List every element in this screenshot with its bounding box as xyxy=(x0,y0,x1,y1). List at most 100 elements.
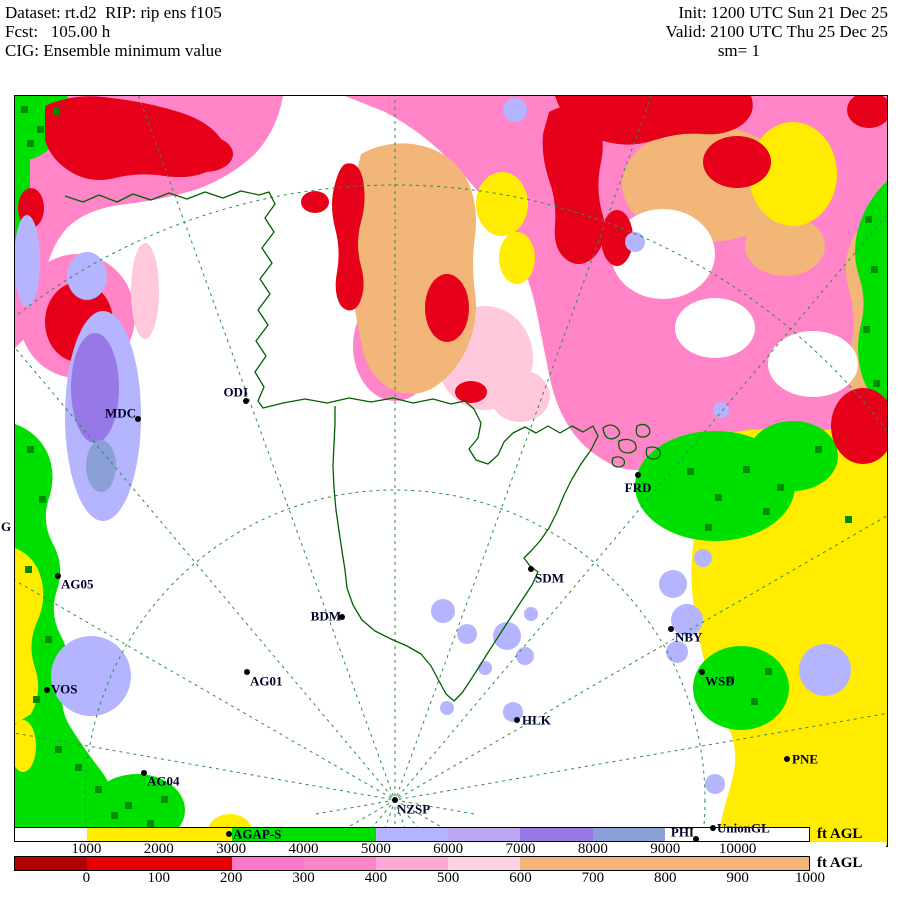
fill-palepink-central2 xyxy=(490,370,550,422)
colorbar-segment xyxy=(520,857,593,870)
station-dot xyxy=(528,566,534,572)
station-label: PNE xyxy=(792,751,818,767)
station-label: NBY xyxy=(675,629,703,645)
fill-yellow-center2 xyxy=(499,232,535,284)
colorbar-segment xyxy=(664,857,737,870)
colorbar-tick-label: 700 xyxy=(581,870,605,886)
station-dot xyxy=(784,756,790,762)
colorbar-segment xyxy=(159,828,232,841)
fill-white-gap1 xyxy=(611,209,715,299)
colorbar-tick-label: 7000 xyxy=(505,841,536,857)
fill-green-frd2 xyxy=(748,421,838,491)
colorbar-tick-label: 800 xyxy=(654,870,677,886)
coastline xyxy=(64,190,662,702)
station-layer: MDC ODI FRD AG05 SDM BDM NBY AG01 VOS WSD HLK PNE AG… xyxy=(15,96,887,846)
colorbar-segment xyxy=(664,828,737,841)
fill-red-spot1 xyxy=(301,191,329,213)
coast-mainland xyxy=(64,190,599,702)
colorbar-segment xyxy=(15,857,88,870)
colorbar-tick-label: 600 xyxy=(509,870,532,886)
fill-yellow-topright xyxy=(749,122,837,226)
fill-yellow-center1 xyxy=(476,172,528,236)
colorbar-tick-label: 1000 xyxy=(795,870,825,886)
colorbar-upper-labels: 1000 2000 3000 4000 5000 6000 7000 8000 9000 1000… xyxy=(14,841,886,857)
map-canvas xyxy=(15,96,887,846)
station-label: AG01 xyxy=(250,673,283,689)
colorbar-segment xyxy=(592,857,665,870)
colorbar-segment xyxy=(15,828,88,841)
colorbar-segment xyxy=(736,828,810,841)
fill-white-gap2 xyxy=(675,298,755,358)
fill-red-topleft2 xyxy=(177,136,233,172)
valid-time-line: Valid: 2100 UTC Thu 25 Dec 25 xyxy=(665,22,888,41)
colorbar-lower-labels: 0 100 200 300 400 500 600 700 800 900 1000 xyxy=(14,870,886,886)
coast-island-4 xyxy=(645,446,662,460)
colorbar-tick-label: 6000 xyxy=(433,841,464,857)
fill-red-column xyxy=(332,163,365,311)
station-label: AG04 xyxy=(147,773,180,789)
station-dot xyxy=(44,687,50,693)
fill-green-rightstrip xyxy=(855,181,887,406)
station-dot xyxy=(514,717,520,723)
smoothing-line: sm= 1 xyxy=(717,41,760,60)
station-dot xyxy=(141,770,147,776)
fill-purple-left xyxy=(71,333,119,443)
colorbar-segment xyxy=(303,828,376,841)
station-dot xyxy=(710,825,716,831)
colorbar-segment xyxy=(303,857,376,870)
colorbar-tick-label: 8000 xyxy=(577,841,608,857)
fill-green-rightmid xyxy=(693,646,789,730)
colorbar-segment xyxy=(87,857,160,870)
fill-red-corner xyxy=(847,96,887,128)
coast-island-5 xyxy=(611,456,626,468)
edge-station-label-g: G xyxy=(1,519,12,534)
colorbar-lower: 0 100 200 300 400 500 600 700 800 900 1000 ft AGL xyxy=(14,855,886,886)
station-dot xyxy=(55,573,61,579)
fill-red-mid xyxy=(425,274,469,342)
colorbar-segment xyxy=(231,857,304,870)
fill-slate-left xyxy=(86,440,116,492)
station-label: NZSP xyxy=(397,801,431,817)
station-label: MDC xyxy=(104,405,136,421)
colorbar-tick-label: 200 xyxy=(219,870,243,886)
colorbar-tick-label: 4000 xyxy=(288,841,319,857)
fill-white-gap3 xyxy=(768,331,858,397)
colorbar-tick-label: 400 xyxy=(364,870,388,886)
colorbar-tick-label: 0 xyxy=(82,870,91,886)
fill-lavender-bottomleft xyxy=(51,636,131,716)
map-frame: MDC ODI FRD AG05 SDM BDM NBY AG01 VOS WSD HLK PNE AG… xyxy=(14,95,888,847)
colorbar-segment xyxy=(231,828,304,841)
station-dot xyxy=(699,669,705,675)
station-dot xyxy=(392,797,398,803)
fill-tan-topright2 xyxy=(745,216,825,276)
station-label: HLK xyxy=(522,712,551,728)
station-dot xyxy=(693,836,699,842)
plot-header-left: Dataset: rt.d2 RIP: rip ens f105 Fcst: 1… xyxy=(5,3,222,60)
colorbar-tick-label: 10000 xyxy=(718,841,757,857)
colorbar-lower-unit: ft AGL xyxy=(817,855,863,871)
colorbar-segment xyxy=(87,828,160,841)
colorbar-segment xyxy=(520,828,593,841)
fill-yellow-left xyxy=(15,548,44,724)
fill-lavender-left2 xyxy=(67,252,107,300)
plot-header-right: Init: 1200 UTC Sun 21 Dec 25 Valid: 2100… xyxy=(665,3,888,60)
fill-lavender-leftedge xyxy=(15,215,40,307)
station-label: AGAP-S xyxy=(233,826,282,842)
colorbar-segment xyxy=(448,828,521,841)
fill-red-topright xyxy=(703,136,771,188)
fill-yellow-leftlow xyxy=(15,720,36,772)
station-label: WSD xyxy=(705,673,735,689)
colorbar-lower-strip xyxy=(14,856,810,871)
fill-red-coastspot xyxy=(455,381,487,403)
colorbar-tick-label: 1000 xyxy=(71,841,102,857)
colorbar-upper-strip xyxy=(14,827,810,842)
fill-darkgreen-speckles xyxy=(21,106,880,827)
colorbar-segment xyxy=(448,857,521,870)
colorbar-tick-label: 5000 xyxy=(360,841,391,857)
station-dot xyxy=(226,831,232,837)
colorbar-segment xyxy=(736,857,810,870)
fill-red-cluster2 xyxy=(601,210,633,266)
graticule xyxy=(15,96,887,846)
colorbar-segment xyxy=(375,828,449,841)
